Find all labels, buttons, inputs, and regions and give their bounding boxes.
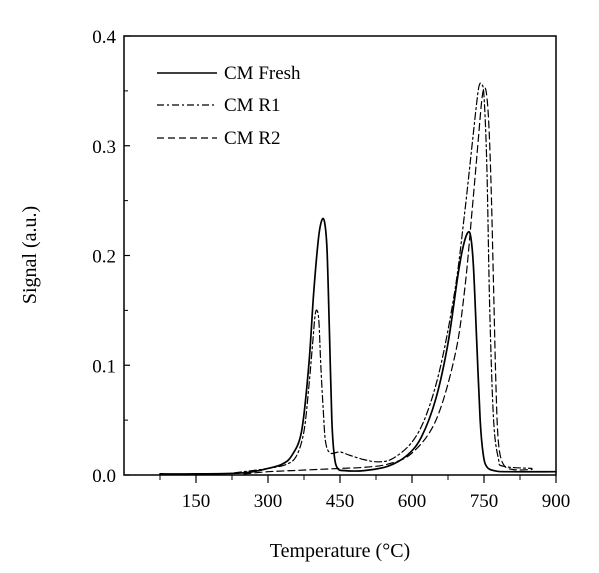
y-axis-title: Signal (a.u.) <box>19 206 41 304</box>
x-tick-label: 900 <box>542 491 571 512</box>
legend-label-cm-r2: CM R2 <box>224 128 281 149</box>
x-tick-label: 300 <box>254 491 283 512</box>
series-line-cm-r2 <box>243 87 533 475</box>
y-tick-label: 0.4 <box>92 27 116 48</box>
y-tick-label: 0.1 <box>92 356 116 377</box>
y-tick-label: 0.2 <box>92 247 116 268</box>
y-tick-label: 0.0 <box>92 466 116 487</box>
plot-frame <box>123 35 557 476</box>
x-tick-label: 150 <box>182 491 211 512</box>
x-axis-title: Temperature (°C) <box>270 540 410 562</box>
x-tick-label: 600 <box>398 491 427 512</box>
series-line-cm-r1 <box>233 82 533 474</box>
legend-label-cm-fresh: CM Fresh <box>224 63 301 84</box>
series-line-cm-fresh <box>159 217 557 475</box>
legend: CM Fresh CM R1 CM R2 <box>157 63 301 149</box>
y-axis-ticks: 0.0 0.1 0.2 0.3 0.4 <box>92 27 130 487</box>
x-tick-label: 450 <box>326 491 355 512</box>
series-layer <box>159 82 557 475</box>
x-axis-ticks: 150 300 450 600 750 900 <box>159 475 571 512</box>
x-tick-label: 750 <box>470 491 499 512</box>
legend-label-cm-r1: CM R1 <box>224 95 281 116</box>
y-tick-label: 0.3 <box>92 137 116 158</box>
